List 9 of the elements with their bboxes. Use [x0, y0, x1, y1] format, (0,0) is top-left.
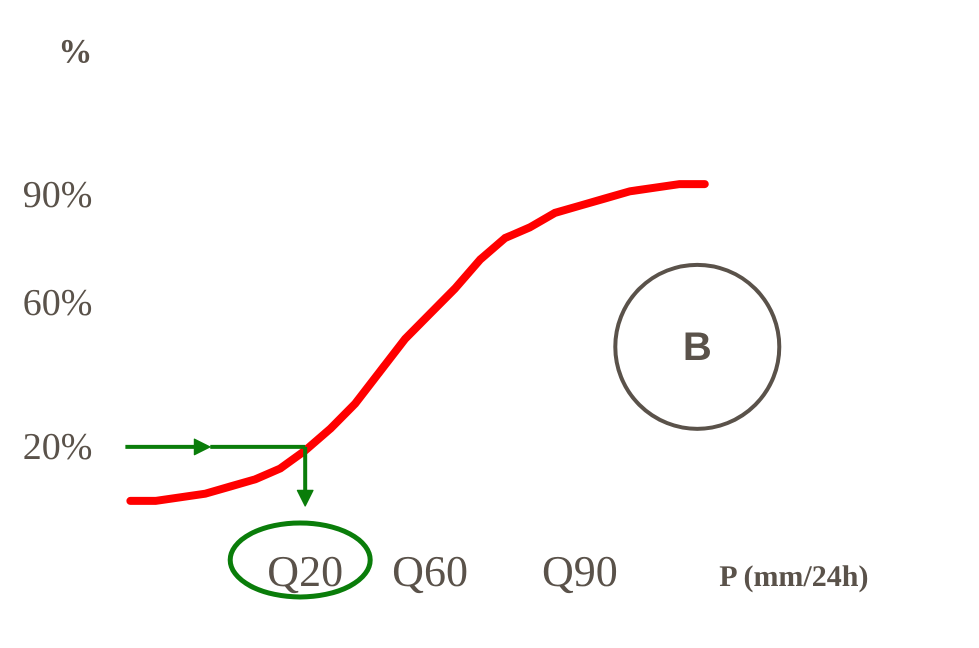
y-axis-title: %: [58, 33, 92, 70]
x-tick-label: Q60: [392, 546, 468, 596]
x-tick-label: Q90: [542, 546, 618, 596]
y-tick-label: 60%: [22, 282, 92, 324]
x-axis-title: P (mm/24h): [719, 560, 868, 593]
x-tick-label: Q20: [267, 546, 344, 596]
y-tick-label: 90%: [22, 174, 92, 216]
annotation: B: [682, 324, 712, 369]
y-tick-label: 20%: [22, 426, 92, 468]
